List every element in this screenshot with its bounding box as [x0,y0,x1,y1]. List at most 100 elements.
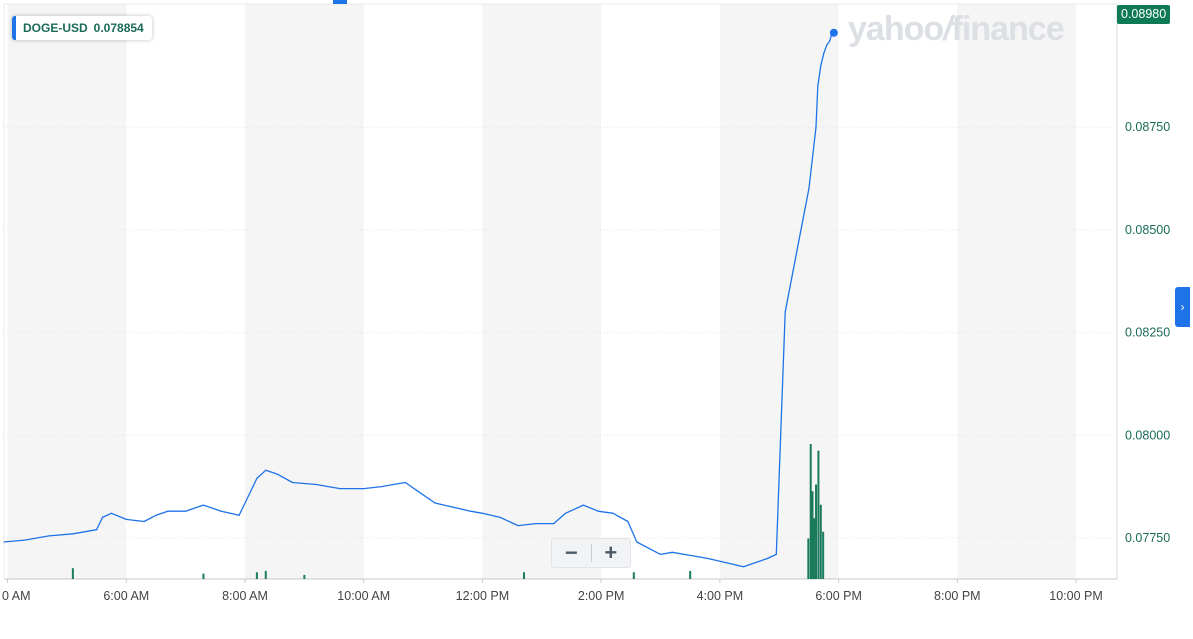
price-point [434,502,436,504]
x-tick-label: 10:00 AM [337,589,390,603]
volume-bar [809,444,812,579]
volume-bar [822,531,825,579]
price-line [3,32,835,568]
zoom-in-button[interactable]: + [604,540,618,565]
x-tick-label: 2:00 PM [578,589,625,603]
y-tick-label: 0.08250 [1125,326,1170,340]
price-point [612,512,614,514]
price-point [238,514,240,516]
price-point [277,473,279,475]
zoom-controls: − + [551,538,631,568]
price-point [469,510,472,512]
time-band [957,4,1077,579]
price-point [597,510,599,512]
volume-bar [264,570,267,579]
price-point [695,555,697,558]
volume-bar [807,538,810,579]
volume-bar [819,504,822,579]
x-tick-label: 12:00 PM [456,589,510,603]
price-point [265,469,267,471]
price-point [553,522,555,525]
price-point [582,504,584,506]
price-point [96,529,98,531]
price-point [564,512,567,514]
price-point [725,561,727,564]
volume-bar [303,574,306,579]
zoom-divider [590,544,592,562]
expand-panel-button[interactable]: › [1175,287,1190,327]
price-point [185,510,187,512]
price-point [143,520,145,523]
x-tick-label: 4:00 PM [697,589,744,603]
price-point [823,52,825,54]
time-band [7,4,127,579]
price-point [452,506,454,508]
price-point [707,557,709,560]
x-tick-label: 10:00 PM [1049,589,1103,603]
volume-bar [817,450,820,579]
legend-symbol: DOGE-USD [23,21,88,35]
time-band [719,4,839,579]
volume-bar [689,570,692,579]
price-point [671,551,673,553]
price-point [110,512,113,514]
price-point [796,249,798,252]
price-point [648,547,650,549]
y-tick-label: 0.08750 [1125,120,1170,134]
x-tick-label: 6:00 AM [103,589,149,603]
x-tick-label: 0 AM [2,589,31,603]
price-point [220,510,222,512]
price-point [416,490,418,492]
zoom-out-button[interactable]: − [564,540,578,565]
price-point [101,516,104,518]
time-band [482,4,602,579]
price-point [826,44,828,46]
volume-bar [632,572,635,579]
x-tick-label: 6:00 PM [815,589,862,603]
price-point [167,510,169,512]
y-tick-label: 0.07750 [1125,531,1170,545]
top-range-marker[interactable] [333,0,347,4]
current-price-flag: 0.08980 [1117,5,1171,24]
volume-bar [71,568,74,579]
volume-bar [811,491,814,579]
x-tick-label: 8:00 AM [222,589,268,603]
price-point [517,525,519,527]
price-point [339,488,341,490]
price-point [820,65,822,67]
price-point [155,514,157,516]
price-point [72,533,74,535]
price-point [256,477,258,479]
volume-bar [813,518,816,579]
price-point [784,311,786,313]
price-point [829,40,831,42]
price-point [766,557,768,560]
price-point [24,539,26,541]
price-point [392,483,395,486]
price-point [3,541,5,543]
price-point [202,504,205,506]
price-point [291,481,294,484]
price-point [808,188,810,190]
y-tick-label: 0.08000 [1125,428,1170,442]
symbol-legend[interactable]: DOGE-USD 0.078854 [12,16,152,40]
time-band [245,4,364,579]
price-point [627,520,629,523]
yahoo-finance-logo: yahoo/finance [848,10,1065,48]
price-point [48,535,50,537]
price-point [380,485,383,488]
price-point [535,522,537,525]
price-point [659,553,662,555]
price-point [404,481,406,484]
price-point [363,488,365,490]
price-point [125,518,127,521]
price-point [247,496,249,498]
legend-price: 0.078854 [93,21,144,35]
price-point [683,553,685,555]
price-point [315,483,317,486]
y-tick-label: 0.08500 [1125,223,1170,237]
price-point [775,553,777,555]
volume-bar [202,573,205,579]
